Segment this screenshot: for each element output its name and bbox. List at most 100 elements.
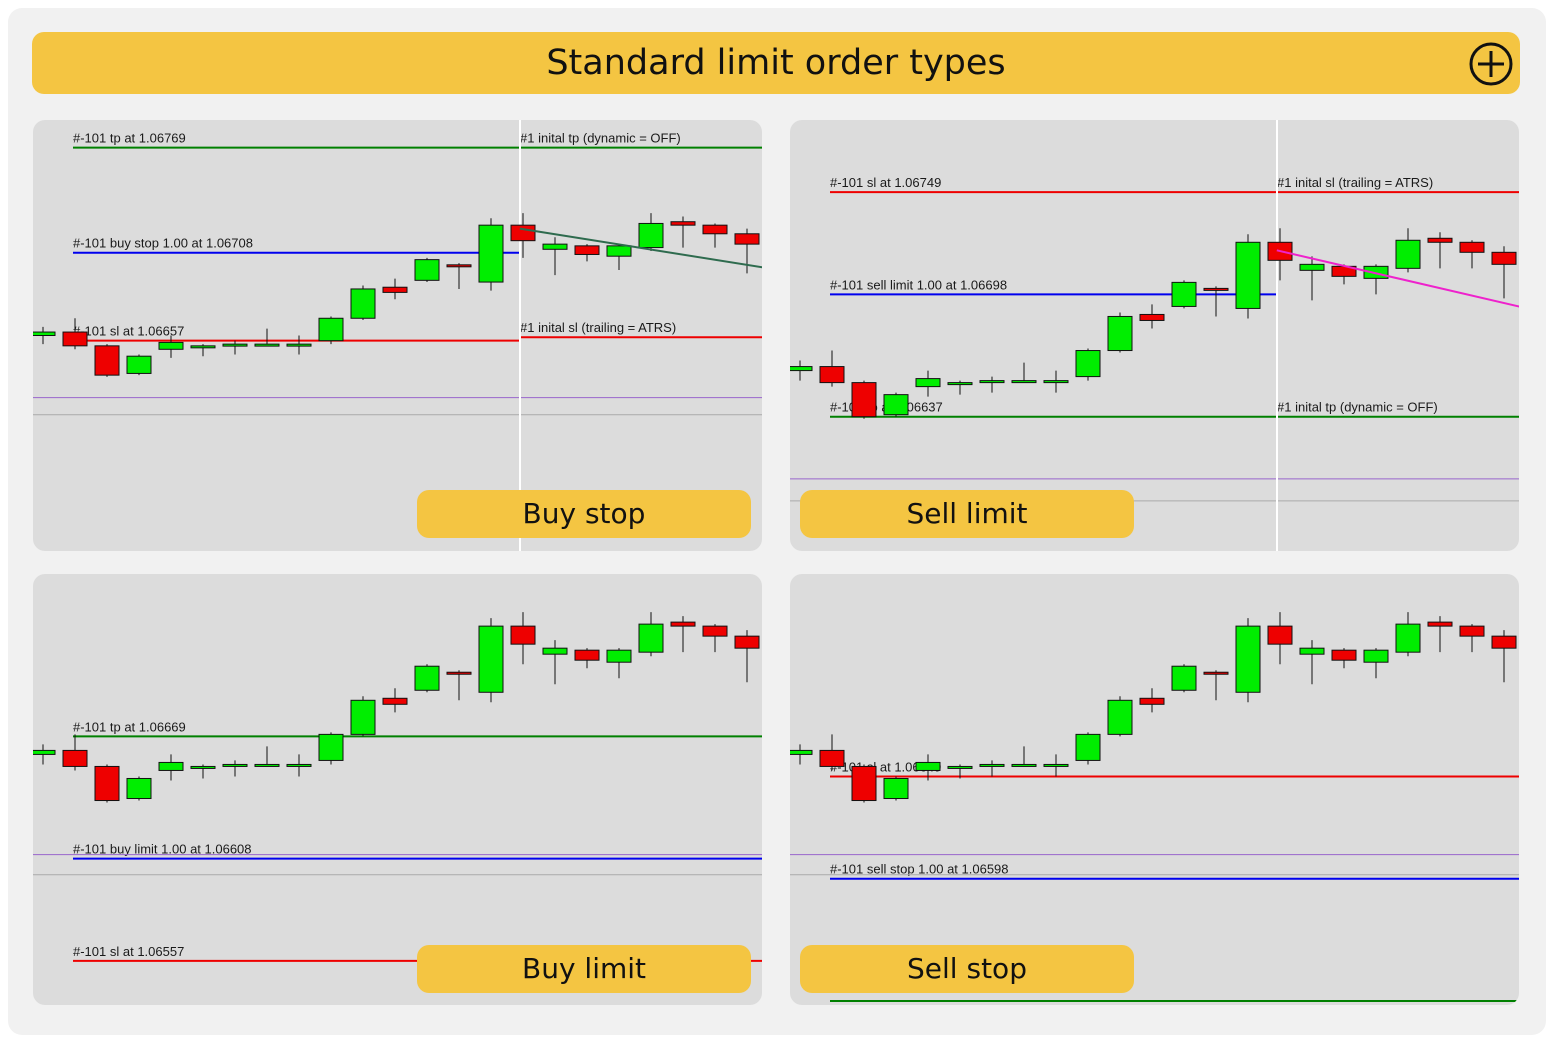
candle [254, 328, 280, 347]
candle [414, 257, 440, 283]
candle-body [1043, 380, 1069, 384]
candle-body [1171, 665, 1197, 691]
candle [947, 380, 973, 395]
candle-body [1203, 671, 1229, 675]
sell-stop-button[interactable]: Sell stop [800, 945, 1134, 993]
candle-body [819, 366, 845, 384]
candle-body [1203, 287, 1229, 291]
candle-body [1011, 763, 1037, 767]
sell-limit-button[interactable]: Sell limit [800, 490, 1134, 538]
candle [222, 340, 248, 355]
candle-body [542, 647, 568, 655]
candle [126, 776, 152, 801]
candle [979, 376, 1005, 393]
candle [702, 223, 728, 248]
buy-stop-button[interactable]: Buy stop [417, 490, 751, 538]
candle-body [1427, 621, 1453, 627]
candle-body [414, 665, 440, 691]
candle-body [790, 749, 813, 755]
candle-body [947, 382, 973, 386]
candle [574, 648, 600, 669]
buy-limit-button[interactable]: Buy limit [417, 945, 751, 993]
price-level-label: #1 inital tp (dynamic = OFF) [520, 131, 681, 146]
candle-body [947, 765, 973, 769]
title-bar: Standard limit order types [32, 32, 1520, 94]
candle [1491, 246, 1517, 299]
candle-body [510, 224, 536, 242]
candle [790, 360, 813, 381]
candle [382, 278, 408, 300]
candle [1043, 754, 1069, 777]
candle [819, 350, 845, 387]
chart-panel-buy-limit: #-101 tp at 1.06669 #-101 buy limit 1.00 … [33, 574, 762, 1005]
candle-body [318, 317, 344, 342]
candle [1491, 630, 1517, 683]
price-level-label: #-101 tp at 1.06669 [73, 719, 186, 734]
chart-panel-sell-limit: #-101 sl at 1.06749 #-101 sell limit 1.00… [790, 120, 1519, 551]
candle-body [222, 763, 248, 767]
candle [1203, 286, 1229, 317]
candle-body [126, 777, 152, 800]
candle [734, 630, 760, 683]
candle [734, 228, 760, 274]
candle-body [126, 355, 152, 374]
candle [446, 263, 472, 289]
candle [915, 370, 941, 397]
price-level-label: #1 inital sl (trailing = ATRS) [1277, 175, 1433, 190]
candle [478, 218, 504, 291]
chart-panel-buy-stop: #-101 tp at 1.06769 #-101 buy stop 1.00 a… [33, 120, 762, 551]
price-level-label: #1 inital sl (trailing = ATRS) [520, 320, 676, 335]
candle-body [33, 331, 56, 337]
price-level-label: #-101 sl at 1.06557 [73, 944, 184, 959]
candle-body [190, 345, 216, 349]
candle [1363, 648, 1389, 679]
candle [62, 734, 88, 771]
candle-body [1267, 625, 1293, 645]
candle [851, 380, 877, 419]
candle-body [851, 382, 877, 418]
candle [94, 344, 120, 377]
candle [1075, 732, 1101, 765]
candle [286, 754, 312, 777]
candle [1139, 304, 1165, 329]
candle-body [1011, 380, 1037, 384]
candle [1075, 348, 1101, 381]
candle-body [222, 343, 248, 347]
candle [883, 392, 909, 417]
candle [947, 764, 973, 779]
candle-body [1107, 315, 1133, 352]
candle [286, 335, 312, 355]
candle-body [574, 245, 600, 255]
candle [222, 760, 248, 777]
price-level-label: #1 inital tp (dynamic = OFF) [1277, 400, 1438, 415]
candle [670, 616, 696, 653]
candle [1235, 618, 1261, 703]
circle-plus-icon[interactable] [1468, 41, 1514, 87]
candle-body [318, 733, 344, 761]
candle [1107, 696, 1133, 737]
candle [510, 612, 536, 665]
candle [702, 624, 728, 653]
candle [478, 618, 504, 703]
candle-body [1331, 649, 1357, 661]
candle-body [790, 366, 813, 372]
candlestick-chart: #-101 tp at 1.06669 #-101 buy limit 1.00 … [33, 612, 762, 962]
candle-body [33, 749, 56, 755]
candle [542, 237, 568, 276]
candle [1459, 240, 1485, 269]
candle-body [734, 233, 760, 245]
candle-body [446, 264, 472, 268]
candle [1235, 234, 1261, 319]
candle [638, 612, 664, 657]
candle [790, 744, 813, 765]
page-title: Standard limit order types [546, 43, 1006, 83]
candle [446, 670, 472, 701]
chart-panel-sell-stop: #-101 sl at 1.06649 #-101 sell stop 1.00 … [790, 574, 1519, 1005]
candle-body [606, 245, 632, 257]
candle-body [158, 761, 184, 771]
candle-body [670, 621, 696, 627]
candle [883, 776, 909, 801]
candle-body [1395, 623, 1421, 653]
candle-body [1299, 647, 1325, 655]
candle-body [702, 224, 728, 235]
